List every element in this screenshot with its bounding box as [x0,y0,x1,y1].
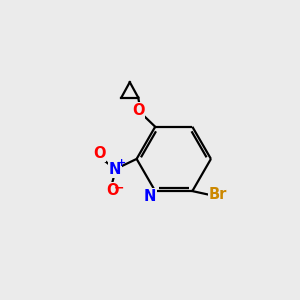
Text: N: N [108,162,121,177]
Text: +: + [116,158,126,168]
Text: N: N [144,189,156,204]
Text: O: O [106,183,118,198]
Text: Br: Br [209,187,227,202]
Text: O: O [132,103,145,118]
Text: −: − [113,181,124,194]
Text: O: O [93,146,105,161]
